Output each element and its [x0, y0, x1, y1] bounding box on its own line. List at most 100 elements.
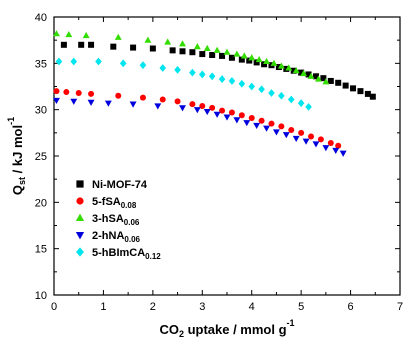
data-point — [278, 123, 285, 130]
data-point — [350, 85, 357, 92]
data-point — [278, 91, 285, 100]
data-point — [258, 85, 265, 94]
data-point — [307, 72, 315, 79]
data-point — [169, 47, 176, 54]
data-point — [261, 61, 268, 68]
legend-marker — [75, 213, 85, 222]
data-point — [199, 102, 206, 109]
data-point — [305, 102, 312, 111]
data-point — [288, 127, 295, 134]
data-point — [219, 107, 226, 114]
data-point — [104, 100, 112, 107]
legend-entry: 5-fSA0.08 — [76, 196, 137, 210]
y-tick-label: 20 — [35, 197, 47, 209]
series-2-hNA0.06 — [53, 97, 347, 157]
x-tick-label: 3 — [199, 301, 205, 313]
data-point — [322, 78, 330, 85]
data-point — [240, 52, 248, 59]
data-point — [317, 136, 324, 143]
data-point — [305, 71, 312, 78]
data-point — [65, 31, 73, 38]
data-point — [95, 57, 102, 66]
data-point — [213, 111, 221, 118]
data-point — [88, 90, 95, 97]
data-point — [223, 48, 231, 55]
data-point — [213, 46, 221, 53]
data-point — [302, 138, 310, 145]
data-point — [270, 59, 278, 66]
data-point — [327, 77, 334, 84]
data-point — [189, 68, 196, 77]
y-tick-label: 40 — [35, 12, 47, 24]
data-point — [277, 62, 285, 69]
data-point — [228, 109, 235, 116]
data-point — [63, 89, 70, 96]
data-point — [154, 103, 162, 110]
data-point — [179, 48, 186, 55]
data-point — [203, 44, 211, 52]
data-point — [139, 61, 147, 70]
y-tick-label: 15 — [35, 244, 47, 256]
y-tick-label: 25 — [35, 151, 47, 163]
legend-label: 3-hSA0.06 — [92, 213, 140, 227]
y-tick-label: 35 — [35, 58, 47, 70]
data-point — [248, 115, 255, 122]
data-point — [179, 105, 186, 112]
data-point — [159, 64, 167, 72]
data-point — [130, 44, 137, 51]
data-point — [268, 89, 275, 97]
legend-marker — [76, 247, 84, 257]
data-point — [228, 54, 235, 61]
data-point — [308, 133, 315, 140]
data-point — [75, 89, 82, 96]
data-point — [233, 117, 241, 124]
data-point — [238, 112, 245, 119]
data-point — [129, 101, 137, 108]
data-point — [285, 64, 293, 71]
data-point — [149, 45, 156, 52]
data-points — [53, 30, 376, 157]
data-point — [119, 59, 127, 68]
data-point — [357, 88, 364, 95]
legend-label: 5-fSA0.08 — [92, 196, 137, 210]
data-point — [174, 65, 181, 74]
data-point — [82, 31, 90, 39]
data-point — [298, 129, 305, 136]
series-5-fSA0.08 — [53, 88, 342, 149]
x-axis-title: CO2 uptake / mmol g-1 — [159, 318, 294, 339]
data-point — [292, 67, 300, 74]
data-point — [335, 79, 342, 86]
data-point — [290, 67, 297, 74]
data-point — [287, 95, 295, 104]
data-point — [253, 59, 260, 66]
data-point — [243, 120, 251, 127]
data-point — [312, 141, 320, 148]
y-tick-label: 10 — [35, 290, 47, 302]
y-tick-labels: 10 15 20 25 30 35 40 — [35, 12, 47, 302]
data-point — [364, 90, 371, 97]
x-tick-label: 5 — [298, 301, 304, 313]
data-point — [193, 43, 201, 50]
data-point — [233, 50, 241, 57]
legend-entry: 3-hSA0.06 — [75, 213, 140, 227]
data-point — [174, 98, 181, 105]
data-point — [297, 99, 305, 108]
data-point — [87, 99, 95, 106]
data-point — [248, 82, 256, 91]
data-point — [53, 30, 60, 37]
x-tick-label: 4 — [249, 301, 255, 313]
data-point — [139, 94, 146, 101]
data-point — [320, 75, 327, 82]
data-point — [248, 54, 256, 61]
data-point — [332, 147, 340, 155]
data-point — [327, 140, 334, 147]
data-point — [78, 41, 85, 48]
data-point — [55, 57, 63, 66]
data-point — [339, 150, 347, 157]
data-point — [70, 98, 78, 105]
data-point — [238, 56, 245, 63]
legend-marker — [76, 197, 84, 205]
data-point — [115, 92, 122, 99]
data-point — [218, 75, 226, 83]
